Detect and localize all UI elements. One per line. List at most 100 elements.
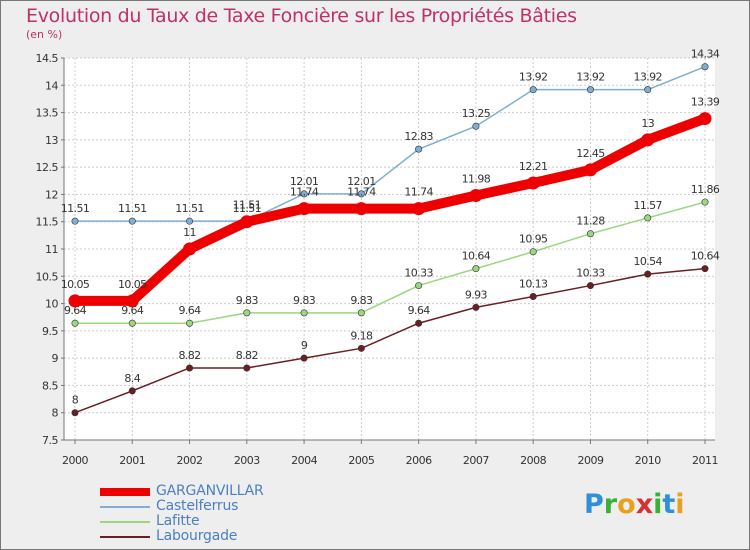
logo-letter: r: [603, 489, 618, 520]
data-label: 13: [641, 117, 654, 130]
y-tick-label: 14.5: [36, 52, 59, 65]
x-tick-label: 2011: [692, 454, 718, 467]
legend-item: Castelferrus: [100, 499, 264, 514]
x-tick-label: 2006: [406, 454, 432, 467]
series-line-labourgade: [74, 267, 706, 414]
data-point: [641, 133, 655, 147]
data-label: 9.83: [350, 294, 373, 307]
data-label: 13.25: [462, 107, 491, 120]
data-label: 11.74: [404, 186, 433, 199]
data-point: [586, 86, 594, 94]
x-tick-label: 2009: [577, 454, 603, 467]
chart-title: Evolution du Taux de Taxe Foncière sur l…: [26, 5, 577, 27]
data-point: [357, 190, 365, 198]
data-point: [71, 319, 79, 327]
data-point: [698, 112, 712, 126]
data-label: 9.64: [64, 304, 87, 317]
data-point: [300, 309, 308, 317]
data-label: 9.64: [178, 304, 201, 317]
data-label: 11.51: [175, 202, 204, 215]
y-tick-label: 7.5: [42, 434, 58, 447]
y-tick-label: 14: [45, 79, 58, 92]
data-label: 8.4: [124, 372, 140, 385]
x-tick-label: 2005: [348, 454, 374, 467]
chart-legend: GARGANVILLAR Castelferrus Lafitte Labourgad…: [100, 484, 264, 544]
data-point: [701, 198, 709, 206]
data-label: 14.34: [691, 48, 720, 61]
x-tick-label: 2008: [520, 454, 546, 467]
data-point: [128, 319, 136, 327]
legend-label: Castelferrus: [156, 498, 239, 514]
y-tick-label: 9.5: [42, 325, 58, 338]
data-label: 9.18: [350, 329, 373, 342]
data-label: 11: [183, 226, 196, 239]
data-label: 8.82: [236, 349, 258, 362]
data-label: 11.74: [347, 186, 376, 199]
logo-letter: x: [635, 489, 654, 520]
y-tick-label: 11: [45, 243, 58, 256]
data-point: [71, 217, 79, 225]
data-label: 11.51: [118, 202, 147, 215]
data-label: 8: [72, 394, 79, 407]
data-label: 9.64: [121, 304, 144, 317]
y-tick-label: 8: [52, 407, 59, 420]
data-point: [472, 122, 480, 130]
data-point: [300, 354, 308, 362]
legend-swatch: [100, 505, 150, 508]
data-point: [472, 303, 480, 311]
x-tick-label: 2007: [463, 454, 489, 467]
legend-swatch: [100, 487, 150, 496]
data-label: 10.64: [462, 250, 491, 263]
data-label: 12.21: [519, 160, 548, 173]
x-tick-label: 2004: [291, 454, 317, 467]
logo-letter: i: [653, 489, 663, 520]
data-point: [415, 145, 423, 153]
proxiti-logo: Proxiti: [584, 489, 685, 520]
logo-letter: t: [662, 489, 676, 520]
data-point: [415, 282, 423, 290]
y-tick-label: 12.5: [36, 161, 59, 174]
legend-label: Labourgade: [156, 528, 238, 544]
logo-letter: P: [584, 489, 604, 520]
series-line-lafitte: [74, 201, 706, 324]
x-tick-label: 2001: [119, 454, 145, 467]
data-point: [415, 319, 423, 327]
data-point: [128, 387, 136, 395]
data-point: [183, 242, 197, 256]
data-point: [354, 202, 368, 216]
data-point: [297, 202, 311, 216]
logo-letter: o: [617, 489, 636, 520]
data-label: 9.64: [408, 304, 431, 317]
y-tick-label: 11.5: [36, 216, 59, 229]
x-tick-label: 2000: [62, 454, 88, 467]
data-point: [357, 344, 365, 352]
data-label: 12.01: [347, 175, 376, 188]
data-label: 10.33: [404, 267, 433, 280]
data-label: 8.82: [178, 349, 200, 362]
data-point: [186, 364, 194, 372]
legend-swatch: [100, 520, 150, 523]
y-tick-label: 12: [45, 188, 58, 201]
data-label: 10.95: [519, 233, 548, 246]
data-label: 10.13: [519, 277, 548, 290]
data-label: 13.92: [576, 71, 605, 84]
y-tick-label: 10: [45, 298, 58, 311]
data-point: [243, 364, 251, 372]
data-label: 12.83: [404, 130, 433, 143]
logo-letter: i: [675, 489, 685, 520]
x-tick-label: 2003: [234, 454, 260, 467]
x-tick-label: 2010: [635, 454, 661, 467]
legend-item: GARGANVILLAR: [100, 484, 264, 499]
legend-label: Lafitte: [156, 513, 200, 529]
data-label: 9.83: [293, 294, 316, 307]
data-point: [412, 202, 426, 216]
y-tick-label: 10.5: [36, 270, 59, 283]
legend-item: Labourgade: [100, 529, 264, 544]
data-point: [71, 409, 79, 417]
data-point: [529, 86, 537, 94]
data-label: 11.98: [462, 173, 491, 186]
data-point: [701, 265, 709, 273]
data-label: 11.74: [290, 186, 319, 199]
data-point: [701, 63, 709, 71]
